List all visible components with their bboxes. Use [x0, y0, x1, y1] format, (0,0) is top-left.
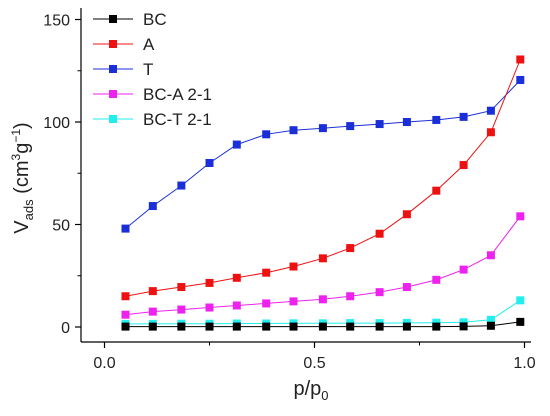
x-tick-label: 0.5	[303, 355, 325, 372]
data-point-a	[486, 128, 495, 137]
series-layer	[121, 55, 525, 331]
data-point-bc-a-2-1	[402, 283, 411, 292]
data-point-bc	[318, 322, 327, 331]
legend-marker-bc	[109, 15, 117, 23]
data-point-bc-a-2-1	[148, 307, 157, 316]
data-point-t	[486, 106, 495, 115]
data-point-bc-a-2-1	[205, 303, 214, 312]
data-point-t	[402, 118, 411, 126]
legend-label-bc-a-2-1: BC-A 2-1	[143, 85, 212, 104]
data-point-bc-a-2-1	[486, 251, 495, 260]
x-tick-label: 1.0	[513, 355, 535, 372]
data-point-t	[432, 115, 441, 124]
data-point-a	[205, 278, 214, 287]
data-point-a	[289, 262, 298, 271]
data-point-bc-t-2-1	[459, 318, 468, 327]
data-point-bc	[148, 322, 157, 331]
data-point-a	[459, 161, 468, 170]
data-point-bc	[205, 322, 214, 331]
legend-label-a: A	[143, 35, 155, 54]
data-point-bc	[516, 317, 525, 326]
series-bc	[121, 317, 525, 331]
data-point-t	[459, 112, 468, 121]
y-tick-label: 0	[61, 320, 70, 337]
data-point-a	[346, 244, 355, 253]
legend-marker-t	[109, 65, 117, 73]
data-point-t	[148, 202, 157, 211]
data-point-t	[121, 224, 130, 233]
data-point-bc-a-2-1	[375, 288, 384, 297]
data-point-bc-a-2-1	[516, 212, 525, 221]
data-point-bc	[346, 322, 355, 331]
data-point-bc	[375, 322, 384, 331]
data-point-bc	[289, 322, 298, 331]
data-point-t	[318, 124, 327, 133]
data-point-a	[402, 210, 411, 219]
x-axis-title: p/p0	[293, 378, 328, 403]
data-point-a	[232, 273, 241, 282]
data-point-t	[516, 75, 525, 84]
series-bc-a-2-1	[121, 212, 525, 319]
y-tick-label: 150	[43, 13, 70, 30]
data-point-bc	[402, 322, 411, 331]
data-point-bc	[432, 322, 441, 331]
data-point-a	[148, 287, 157, 296]
data-point-bc-a-2-1	[346, 292, 355, 301]
legend-label-t: T	[143, 60, 153, 79]
data-point-t	[262, 130, 271, 139]
data-point-bc-t-2-1	[486, 315, 495, 324]
data-point-a	[262, 268, 271, 277]
legend-label-bc: BC	[143, 10, 167, 29]
data-point-bc	[177, 322, 186, 331]
data-point-t	[375, 120, 384, 129]
data-point-a	[177, 283, 186, 292]
data-point-bc	[121, 322, 130, 331]
data-point-bc-t-2-1	[516, 296, 525, 305]
data-point-bc-a-2-1	[432, 275, 441, 284]
data-point-a	[375, 229, 384, 238]
series-t	[121, 75, 525, 233]
y-tick-label: 50	[52, 218, 70, 235]
data-point-bc	[459, 322, 468, 331]
legend-marker-bc-t-2-1	[109, 115, 117, 123]
data-point-a	[516, 55, 525, 64]
data-point-a	[432, 186, 441, 195]
data-point-bc-a-2-1	[289, 297, 298, 306]
data-point-bc	[232, 322, 241, 331]
data-point-bc-a-2-1	[318, 295, 327, 304]
data-point-t	[205, 159, 214, 167]
legend-label-bc-t-2-1: BC-T 2-1	[143, 110, 212, 129]
data-point-t	[177, 181, 186, 190]
series-a	[121, 55, 525, 301]
x-tick-label: 0.0	[93, 355, 115, 372]
tick-layer: 0.0 0.5 1.0 0 50 100 150	[43, 13, 535, 373]
data-point-bc	[486, 321, 495, 330]
data-point-a	[318, 254, 327, 263]
data-point-t	[232, 140, 241, 149]
legend-marker-bc-a-2-1	[109, 90, 117, 98]
data-point-bc-a-2-1	[177, 305, 186, 314]
data-point-bc-a-2-1	[232, 301, 241, 310]
y-axis-title: Vads (cm3g−1)	[9, 122, 36, 233]
legend: BC AT BC-A 2-1 BC-T 2-1	[93, 10, 212, 129]
legend-marker-a	[109, 40, 117, 48]
y-tick-label: 100	[43, 115, 70, 132]
data-point-bc-a-2-1	[459, 265, 468, 274]
data-point-t	[289, 126, 298, 135]
data-point-bc	[262, 322, 271, 331]
data-point-bc-a-2-1	[121, 310, 130, 319]
data-point-bc-a-2-1	[262, 299, 271, 308]
data-point-t	[346, 122, 355, 131]
data-point-a	[121, 292, 130, 301]
